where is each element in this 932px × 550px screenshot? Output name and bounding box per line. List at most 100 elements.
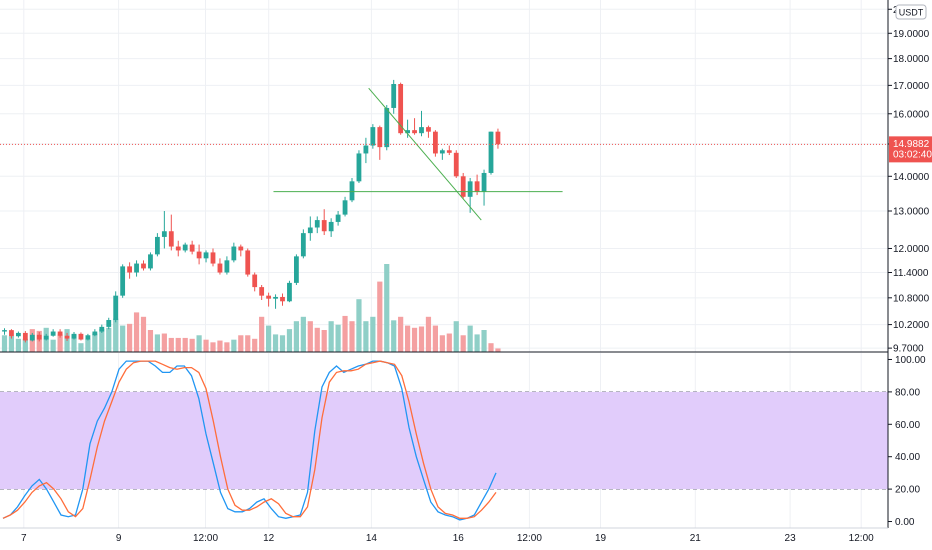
volume-bar [238,335,244,352]
candle[interactable] [64,332,70,341]
candle[interactable] [370,124,376,149]
candle[interactable] [141,260,146,271]
candle[interactable] [224,256,230,275]
candle[interactable] [405,119,410,138]
candle[interactable] [349,177,355,203]
volume-bar [481,330,487,352]
price-tick-label: 18.0000 [893,54,930,65]
candle[interactable] [120,264,126,298]
volume-bar [92,333,98,352]
candle[interactable] [113,291,119,323]
candle[interactable] [231,242,237,263]
candle[interactable] [189,240,195,255]
volume-bar [439,335,445,352]
candle[interactable] [168,214,174,251]
candle[interactable] [453,150,459,178]
candle[interactable] [280,293,285,306]
countdown-timer: 03:02:40 [893,149,932,160]
candle[interactable] [106,317,112,330]
candle[interactable] [92,329,98,337]
candle[interactable] [419,110,424,137]
candle[interactable] [287,280,292,303]
volume-bar [189,338,195,352]
candle[interactable] [9,329,14,339]
candle[interactable] [384,105,390,151]
volume-bar [1,335,8,352]
price-tick-label: 10.2000 [893,320,930,331]
candle[interactable] [196,244,202,265]
candle[interactable] [161,210,167,249]
stoch-tick-label: 80.00 [895,387,920,398]
candle[interactable] [328,218,334,237]
candle[interactable] [71,331,77,340]
volume-bar [36,330,42,352]
candle[interactable] [217,258,223,275]
candle[interactable] [273,294,278,309]
price-tick-label: 12.0000 [893,244,930,255]
candle[interactable] [335,210,341,226]
candle[interactable] [99,324,105,333]
volume-bar [272,334,279,352]
candle[interactable] [16,331,21,338]
candle[interactable] [391,79,397,114]
candle[interactable] [321,209,327,236]
candle[interactable] [356,150,362,184]
candle[interactable] [314,216,320,234]
candle[interactable] [446,145,452,156]
candle[interactable] [182,242,188,253]
candle[interactable] [2,328,7,335]
volume-bar [57,334,63,352]
candle[interactable] [488,131,494,175]
candle[interactable] [342,196,348,217]
candle[interactable] [155,233,160,257]
candle[interactable] [439,148,445,160]
candle[interactable] [238,244,244,257]
candle[interactable] [29,332,35,342]
candle[interactable] [22,331,28,343]
candle[interactable] [210,248,216,267]
volume-bar [460,335,466,352]
candle[interactable] [175,240,181,257]
candle[interactable] [50,329,56,337]
candle[interactable] [433,130,438,157]
candle[interactable] [43,333,49,341]
time-tick-label: 7 [21,533,27,544]
candle[interactable] [460,172,466,199]
candle[interactable] [495,128,501,149]
candles[interactable] [2,79,501,343]
candle[interactable] [363,137,369,164]
time-axis[interactable]: 7 9 12:00 12 14 16 12:00 19 21 23 12:00 [21,533,874,544]
candle[interactable] [266,292,271,307]
candle[interactable] [294,254,299,285]
candle[interactable] [307,216,313,241]
candle[interactable] [127,262,132,279]
candle[interactable] [36,331,42,342]
price-axis[interactable]: 9.7000 10.2000 10.8000 11.4000 12.0000 13.000… [888,5,930,355]
volume-bar [425,316,432,352]
price-tick-label: 14.0000 [893,172,930,183]
price-tick-label: 16.0000 [893,109,930,120]
candle[interactable] [203,250,209,263]
stoch-axis[interactable]: 0.00 20.00 40.00 60.00 80.00 100.00 [888,355,926,528]
unit-badge[interactable]: USDT [895,4,927,20]
candle[interactable] [78,332,84,341]
volume-bar [182,337,188,352]
volume-bar [266,325,272,352]
resistance-trendline[interactable] [368,87,482,221]
volume-bar [335,324,341,352]
candle[interactable] [259,284,265,300]
candle[interactable] [412,118,417,135]
candle[interactable] [300,229,306,259]
candle[interactable] [245,248,251,277]
trendlines[interactable] [273,87,563,221]
candle[interactable] [85,333,91,341]
candle[interactable] [148,252,153,271]
candle[interactable] [57,329,63,338]
candle[interactable] [426,125,431,138]
candle[interactable] [134,260,139,277]
candle[interactable] [252,272,258,292]
volume-bar [293,321,299,352]
candle[interactable] [481,169,487,206]
candle[interactable] [377,125,383,160]
